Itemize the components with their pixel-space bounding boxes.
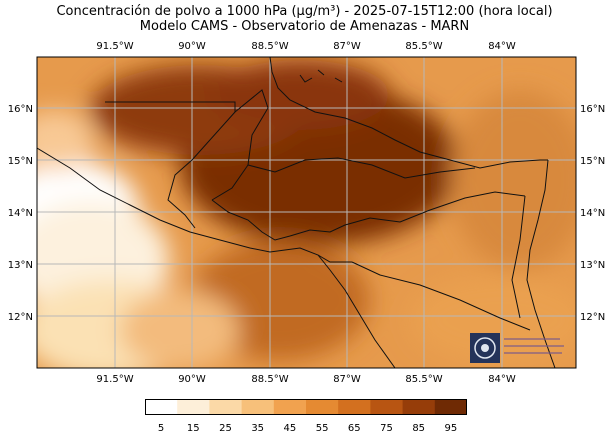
colorbar-tick-label: 45: [283, 423, 297, 434]
title-line-2: Modelo CAMS - Observatorio de Amenazas -…: [139, 19, 470, 34]
colorbar-cell: [434, 399, 467, 415]
lon-label: 90°W: [178, 374, 206, 385]
colorbar-tick-label: 95: [444, 423, 458, 434]
colorbar-cell: [209, 399, 243, 415]
lat-label: 13°N: [580, 260, 605, 271]
colorbar-cell: [402, 399, 436, 415]
colorbar-tick-label: 15: [186, 423, 200, 434]
lat-label: 15°N: [580, 156, 605, 167]
lat-label: 16°N: [8, 104, 33, 115]
lat-labels-right: 16°N 15°N 14°N 13°N 12°N: [580, 104, 605, 323]
lon-labels-bottom: 91.5°W 90°W 88.5°W 87°W 85.5°W 84°W: [96, 374, 515, 385]
lon-label: 85.5°W: [405, 41, 442, 52]
lon-label: 87°W: [333, 374, 361, 385]
colorbar-tick-label: 75: [380, 423, 393, 434]
lon-labels-top: 91.5°W 90°W 88.5°W 87°W 85.5°W 84°W: [96, 41, 515, 52]
colorbar-cell: [241, 399, 275, 415]
lat-label: 16°N: [580, 104, 605, 115]
lon-label: 85.5°W: [405, 374, 442, 385]
institution-logo: [470, 333, 564, 363]
lon-label: 91.5°W: [96, 374, 133, 385]
map-title: Concentración de polvo a 1000 hPa (µg/m³…: [0, 4, 609, 34]
map-frame: [36, 56, 577, 369]
colorbar-cell: [370, 399, 404, 415]
lat-label: 12°N: [580, 312, 605, 323]
lon-label: 90°W: [178, 41, 206, 52]
lat-label: 13°N: [8, 260, 33, 271]
lon-label: 91.5°W: [96, 41, 133, 52]
lon-label: 87°W: [333, 41, 361, 52]
lon-label: 88.5°W: [251, 374, 288, 385]
colorbar-tick-label: 65: [347, 423, 361, 434]
colorbar-cell: [273, 399, 307, 415]
colorbar-tick-label: 85: [412, 423, 426, 434]
colorbar-tick-label: 25: [219, 423, 232, 434]
lat-label: 15°N: [8, 156, 33, 167]
colorbar-tick-label: 55: [315, 423, 329, 434]
coastlines-borders: [37, 57, 556, 368]
colorbar-cell: [306, 399, 339, 415]
lat-labels-left: 16°N 15°N 14°N 13°N 12°N: [8, 104, 33, 323]
colorbar-tick-label: 35: [251, 423, 265, 434]
lat-label: 14°N: [580, 208, 605, 219]
colorbar-tick-label: 5: [157, 423, 165, 434]
lon-label: 84°W: [488, 41, 516, 52]
lat-label: 12°N: [8, 312, 33, 323]
colorbar-cell: [145, 399, 178, 415]
lon-label: 88.5°W: [251, 41, 288, 52]
colorbar-cell: [177, 399, 210, 415]
colorbar-cell: [338, 399, 371, 415]
colorbar: [145, 399, 467, 415]
lon-label: 84°W: [488, 374, 516, 385]
lat-label: 14°N: [8, 208, 33, 219]
title-line-1: Concentración de polvo a 1000 hPa (µg/m³…: [56, 4, 553, 19]
